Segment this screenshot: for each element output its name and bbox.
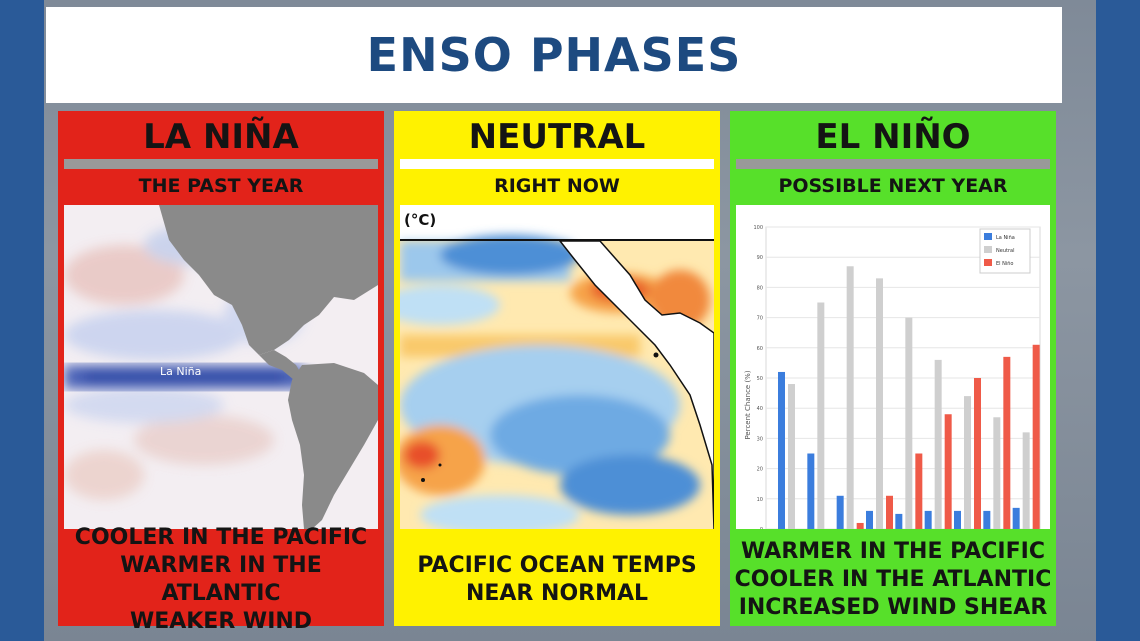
bar-neutral bbox=[817, 302, 825, 529]
legend-label: La Niña bbox=[996, 235, 1015, 241]
divider bbox=[400, 159, 714, 169]
unit-label: (°C) bbox=[404, 211, 436, 229]
y-tick-label: 40 bbox=[757, 406, 763, 412]
legend-label: El Niño bbox=[996, 261, 1014, 267]
y-tick-label: 60 bbox=[757, 346, 763, 352]
y-tick-label: 10 bbox=[757, 497, 763, 503]
panel-subheading: RIGHT NOW bbox=[494, 175, 620, 197]
footer-line: INCREASED WIND SHEAR bbox=[738, 594, 1048, 620]
y-tick-label: 20 bbox=[757, 467, 763, 473]
footer-line: COOLER IN THE ATLANTIC bbox=[734, 566, 1052, 592]
bar-la-ni-a bbox=[866, 510, 873, 529]
footer-line: WEAKER WIND bbox=[129, 608, 313, 634]
panel-neutral: NEUTRAL RIGHT NOW bbox=[394, 111, 720, 626]
broadcast-graphic: ENSO PHASES LA NIÑA THE PAST YEAR bbox=[44, 0, 1096, 641]
bar-el-ni-o bbox=[915, 453, 923, 529]
bar-neutral bbox=[1022, 432, 1030, 529]
panel-subheading: THE PAST YEAR bbox=[138, 175, 304, 197]
footer-line: NEAR NORMAL bbox=[465, 580, 649, 606]
sst-anomaly-map: (°C) bbox=[400, 205, 714, 529]
bar-neutral bbox=[934, 359, 942, 529]
bar-la-ni-a bbox=[924, 510, 932, 529]
panel-footer: WARMER IN THE PACIFIC COOLER IN THE ATLA… bbox=[730, 533, 1056, 626]
panel-heading: LA NIÑA bbox=[143, 117, 299, 157]
panel-el-nino: EL NIÑO POSSIBLE NEXT YEAR 0 10 20 30 40 50 60… bbox=[730, 111, 1056, 626]
legend-swatch bbox=[984, 259, 992, 266]
probability-bar-chart: 0 10 20 30 40 50 60 70 80 90 100 La Niña Neutral El … bbox=[736, 205, 1050, 529]
y-tick-label: 70 bbox=[757, 316, 763, 322]
panel-la-nina: LA NIÑA THE PAST YEAR bbox=[58, 111, 384, 634]
legend-swatch bbox=[984, 246, 992, 253]
bar-el-ni-o bbox=[944, 414, 952, 529]
y-tick-label: 50 bbox=[757, 376, 763, 382]
footer-line: WARMER IN THE ATLANTIC bbox=[120, 552, 322, 606]
title-bar: ENSO PHASES bbox=[46, 7, 1062, 103]
y-tick-label: 90 bbox=[757, 255, 763, 261]
bar-la-ni-a bbox=[1012, 507, 1020, 529]
y-tick-label: 0 bbox=[760, 527, 763, 529]
bar-el-ni-o bbox=[856, 522, 864, 529]
bar-la-ni-a bbox=[983, 510, 991, 529]
bar-neutral bbox=[964, 396, 971, 529]
footer-line: WARMER IN THE PACIFIC bbox=[741, 538, 1045, 564]
panel-heading: NEUTRAL bbox=[468, 117, 646, 157]
probability-chart: 0 10 20 30 40 50 60 70 80 90 100 La Niña Neutral El … bbox=[736, 205, 1050, 529]
bar-neutral bbox=[788, 384, 795, 529]
panel-footer: PACIFIC OCEAN TEMPS NEAR NORMAL bbox=[394, 533, 720, 626]
bar-neutral bbox=[993, 417, 1001, 529]
bar-la-ni-a bbox=[954, 510, 961, 529]
legend-swatch bbox=[984, 233, 992, 240]
divider bbox=[736, 159, 1050, 169]
bar-el-ni-o bbox=[1003, 356, 1011, 529]
bar-la-ni-a bbox=[836, 495, 844, 529]
y-tick-label: 100 bbox=[753, 225, 763, 231]
y-tick-label: 30 bbox=[757, 436, 763, 442]
panel-footer: COOLER IN THE PACIFIC WARMER IN THE ATLA… bbox=[58, 525, 384, 634]
bar-neutral bbox=[846, 266, 854, 529]
panel-heading: EL NIÑO bbox=[815, 117, 971, 157]
legend-label: Neutral bbox=[996, 248, 1014, 254]
y-axis-label: Percent Chance (%) bbox=[744, 370, 752, 439]
bar-el-ni-o bbox=[886, 495, 893, 529]
bar-la-ni-a bbox=[807, 453, 815, 529]
bar-neutral bbox=[905, 317, 913, 529]
bar-la-ni-a bbox=[778, 371, 785, 529]
panel-subheading: POSSIBLE NEXT YEAR bbox=[778, 175, 1008, 197]
y-tick-label: 80 bbox=[757, 285, 763, 291]
bar-el-ni-o bbox=[974, 378, 981, 529]
bar-la-ni-a bbox=[895, 513, 903, 529]
sst-anomaly-map: La Niña bbox=[64, 205, 378, 529]
footer-line: PACIFIC OCEAN TEMPS bbox=[417, 552, 697, 578]
bar-neutral bbox=[876, 278, 883, 529]
footer-line: COOLER IN THE PACIFIC bbox=[74, 524, 368, 550]
bar-el-ni-o bbox=[1032, 344, 1040, 529]
map-label: La Niña bbox=[160, 365, 201, 378]
page-title: ENSO PHASES bbox=[366, 28, 742, 82]
divider bbox=[64, 159, 378, 169]
